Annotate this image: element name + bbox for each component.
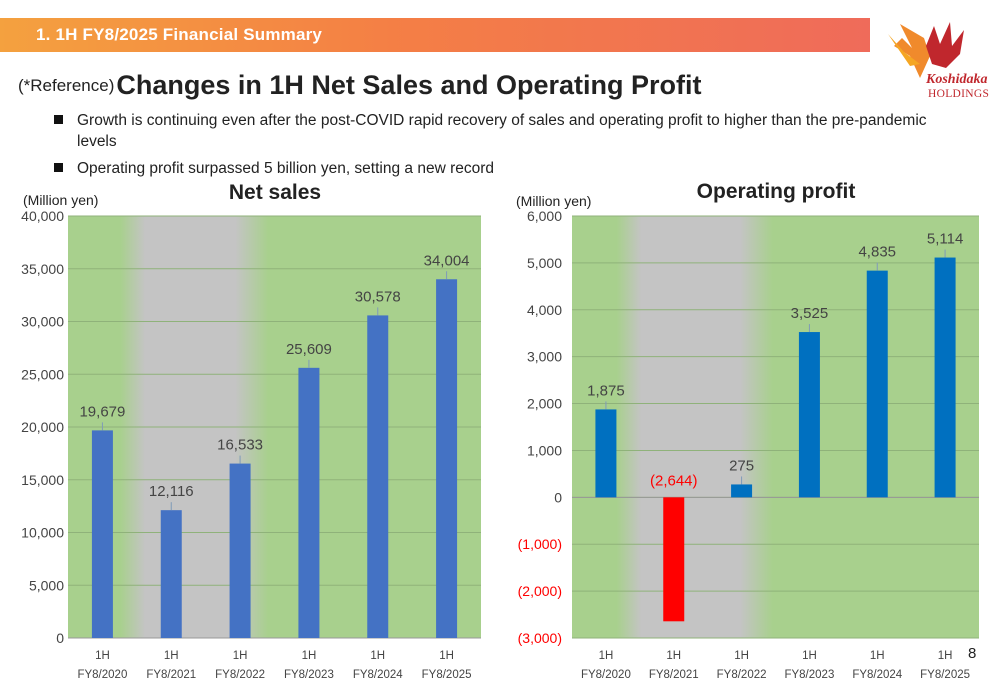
data-label: 3,525: [791, 305, 829, 322]
x-tick-label-year: FY8/2025: [920, 669, 970, 681]
bullet-text: Operating profit surpassed 5 billion yen…: [77, 160, 495, 177]
x-tick-label-year: FY8/2022: [215, 669, 265, 681]
y-tick-label: 30,000: [21, 314, 64, 330]
x-tick-label-year: FY8/2024: [852, 669, 902, 681]
y-tick-label: 40,000: [21, 208, 64, 224]
y-tick-label: 4,000: [527, 302, 562, 318]
operating-profit-chart: (3,000) (2,000) (1,000) 0 1,000 2,000 3,000 4,0…: [516, 180, 979, 681]
y-tick-label: (1,000): [518, 536, 562, 552]
x-tick-label-period: 1H: [95, 650, 110, 662]
bar: [91, 430, 113, 638]
x-tick-label-period: 1H: [734, 650, 749, 662]
koshidaka-logo-icon: [888, 22, 964, 78]
bar: [229, 463, 251, 638]
net-sales-chart: 0 5,000 10,000 15,000 20,000 25,000 30,000 35,0…: [21, 181, 481, 681]
y-tick-label: 25,000: [21, 366, 64, 382]
y-tick-label: 0: [56, 630, 64, 646]
bar: [731, 484, 753, 498]
data-label: 19,679: [79, 403, 125, 420]
bar: [367, 315, 389, 638]
y-tick-label: 15,000: [21, 472, 64, 488]
bar: [298, 367, 320, 638]
data-label: 16,533: [217, 437, 263, 454]
x-tick-label-period: 1H: [938, 650, 953, 662]
x-tick-label-period: 1H: [802, 650, 817, 662]
data-label: 4,835: [858, 244, 896, 261]
x-tick-label-year: FY8/2020: [581, 669, 631, 681]
y-tick-label: 0: [554, 489, 562, 505]
chart-title: Net sales: [229, 181, 321, 204]
section-title: 1. 1H FY8/2025 Financial Summary: [36, 25, 323, 44]
x-tick-label-period: 1H: [302, 650, 317, 662]
bullet-item: Operating profit surpassed 5 billion yen…: [54, 158, 754, 179]
x-tick-label-period: 1H: [599, 650, 614, 662]
x-tick-label-year: FY8/2021: [146, 669, 196, 681]
bullet-square-icon: [54, 115, 63, 124]
data-label: (2,644): [650, 472, 698, 489]
bar: [866, 270, 888, 498]
data-label: 275: [729, 457, 754, 474]
y-tick-label: 35,000: [21, 261, 64, 277]
logo-subtitle: HOLDINGS: [928, 88, 990, 100]
data-label: 25,609: [286, 341, 332, 358]
x-tick-label-year: FY8/2025: [422, 669, 472, 681]
x-tick-label-period: 1H: [666, 650, 681, 662]
page-number: 8: [968, 645, 977, 662]
y-tick-label: 20,000: [21, 419, 64, 435]
bullet-text: Growth is continuing even after the post…: [77, 112, 927, 150]
plot-background: [572, 216, 979, 638]
x-tick-label-year: FY8/2020: [77, 669, 127, 681]
x-tick-label-period: 1H: [233, 650, 248, 662]
bar: [160, 510, 182, 638]
bar: [595, 409, 617, 498]
y-tick-label: 3,000: [527, 349, 562, 365]
y-tick-label: (3,000): [518, 630, 562, 646]
y-axis-label: (Million yen): [23, 192, 98, 208]
x-tick-label-year: FY8/2023: [784, 669, 834, 681]
bar: [798, 332, 820, 498]
y-tick-label: 5,000: [527, 255, 562, 271]
bar: [663, 497, 685, 622]
data-label: 12,116: [149, 483, 194, 500]
x-tick-label-period: 1H: [164, 650, 179, 662]
x-tick-label-year: FY8/2024: [353, 669, 403, 681]
page-title: (*Reference)Changes in 1H Net Sales and …: [18, 70, 702, 101]
y-tick-label: (2,000): [518, 583, 562, 599]
y-axis-label: (Million yen): [516, 193, 591, 209]
main-title: Changes in 1H Net Sales and Operating Pr…: [116, 70, 702, 100]
section-header-bar: 1. 1H FY8/2025 Financial Summary: [0, 18, 870, 52]
bullet-square-icon: [54, 163, 63, 172]
y-tick-label: 5,000: [29, 577, 64, 593]
bar: [436, 279, 458, 638]
bar: [934, 257, 956, 498]
y-tick-label: 10,000: [21, 525, 64, 541]
logo-name: Koshidaka: [926, 72, 988, 87]
x-tick-label-year: FY8/2023: [284, 669, 334, 681]
data-label: 30,578: [355, 288, 401, 305]
data-label: 34,004: [424, 252, 470, 269]
y-tick-label: 6,000: [527, 208, 562, 224]
y-tick-label: 2,000: [527, 396, 562, 412]
x-tick-label-year: FY8/2021: [649, 669, 699, 681]
x-tick-label-year: FY8/2022: [717, 669, 767, 681]
chart-title: Operating profit: [697, 180, 856, 203]
x-tick-label-period: 1H: [370, 650, 385, 662]
x-tick-label-period: 1H: [870, 650, 885, 662]
y-tick-label: 1,000: [527, 442, 562, 458]
x-tick-label-period: 1H: [439, 650, 454, 662]
data-label: 1,875: [587, 382, 625, 399]
data-label: 5,114: [927, 231, 963, 248]
reference-label: (*Reference): [18, 76, 115, 95]
bullet-item: Growth is continuing even after the post…: [54, 110, 934, 152]
